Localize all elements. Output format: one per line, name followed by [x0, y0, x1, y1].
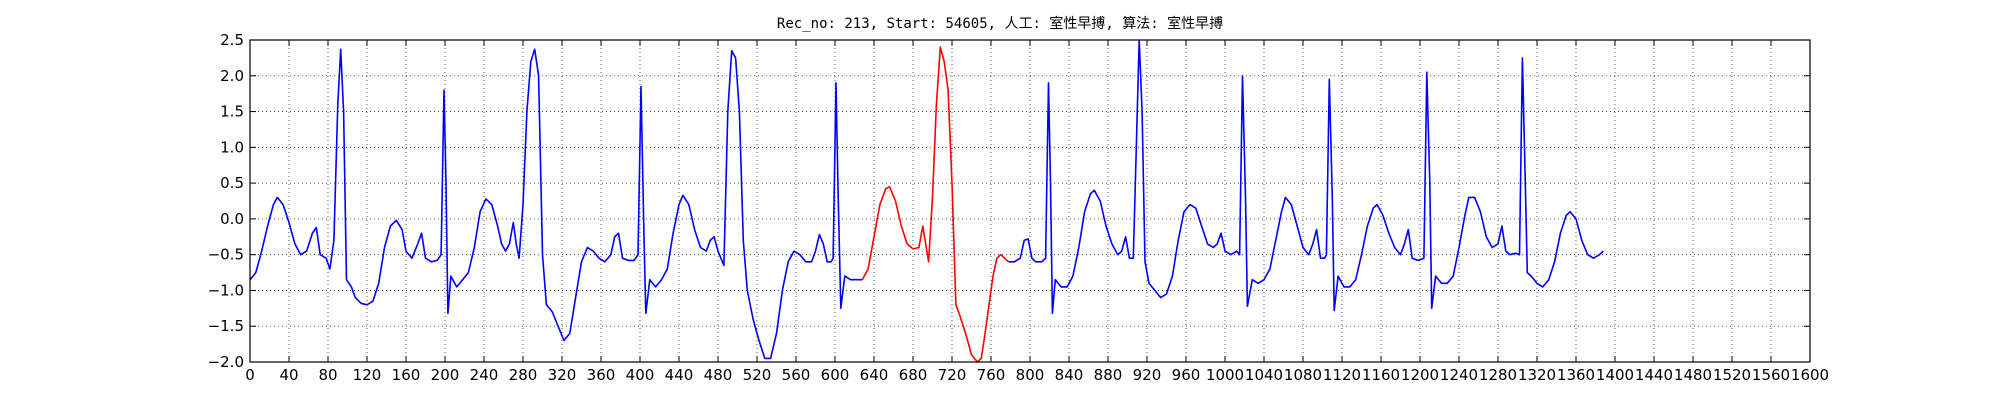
x-tick-label: 80: [318, 366, 337, 384]
x-tick-label: 1480: [1674, 366, 1712, 384]
x-tick-label: 1160: [1362, 366, 1400, 384]
ecg-signal-line: [1008, 39, 1604, 315]
x-tick-label: 600: [821, 366, 850, 384]
x-tick-label: 960: [1172, 366, 1201, 384]
x-tick-label: 1440: [1635, 366, 1673, 384]
ticks-layer: −2.0 −1.5 −1.0 −0.5 0.0 0.5 1.0 1.5 2.0 2.5 0 40 80 1…: [208, 31, 1830, 384]
series-layer: [249, 39, 1604, 363]
ecg-signal-line: [249, 48, 863, 360]
y-tick-label: 2.5: [220, 31, 244, 49]
y-tick-label: 0.5: [220, 174, 244, 192]
x-tick-label: 1280: [1479, 366, 1517, 384]
ecg-pvc-segment-line: [861, 46, 1010, 363]
x-tick-label: 120: [353, 366, 382, 384]
x-tick-label: 1240: [1440, 366, 1478, 384]
x-tick-label: 680: [899, 366, 928, 384]
x-tick-label: 760: [977, 366, 1006, 384]
y-tick-label: −2.0: [208, 353, 244, 371]
x-tick-label: 920: [1133, 366, 1162, 384]
x-tick-label: 200: [431, 366, 460, 384]
x-tick-label: 160: [392, 366, 421, 384]
x-tick-label: 1120: [1323, 366, 1361, 384]
x-tick-label: 1080: [1284, 366, 1322, 384]
x-tick-label: 560: [782, 366, 811, 384]
x-tick-label: 1560: [1752, 366, 1790, 384]
x-tick-label: 40: [279, 366, 298, 384]
x-tick-label: 320: [548, 366, 577, 384]
x-tick-label: 280: [509, 366, 538, 384]
x-tick-label: 0: [245, 366, 255, 384]
grid-layer: [250, 40, 1810, 362]
x-tick-label: 400: [626, 366, 655, 384]
x-tick-label: 1520: [1713, 366, 1751, 384]
x-tick-label: 240: [470, 366, 499, 384]
x-tick-label: 520: [743, 366, 772, 384]
y-tick-label: 1.5: [220, 103, 244, 121]
x-tick-label: 1320: [1518, 366, 1556, 384]
x-tick-label: 1600: [1791, 366, 1829, 384]
x-tick-label: 800: [1016, 366, 1045, 384]
x-tick-label: 1400: [1596, 366, 1634, 384]
x-tick-label: 440: [665, 366, 694, 384]
chart-title: Rec_no: 213, Start: 54605, 人工: 室性早搏, 算法:…: [777, 15, 1223, 32]
y-tick-label: 2.0: [220, 67, 244, 85]
x-tick-label: 840: [1055, 366, 1084, 384]
x-tick-label: 1360: [1557, 366, 1595, 384]
x-tick-label: 720: [938, 366, 967, 384]
y-tick-label: −1.5: [208, 317, 244, 335]
x-tick-label: 1000: [1206, 366, 1244, 384]
y-tick-label: −1.0: [208, 281, 244, 299]
x-tick-label: 880: [1094, 366, 1123, 384]
y-tick-label: 1.0: [220, 138, 244, 156]
y-tick-label: −0.5: [208, 246, 244, 264]
y-tick-label: 0.0: [220, 210, 244, 228]
x-tick-label: 1040: [1245, 366, 1283, 384]
x-tick-label: 640: [860, 366, 889, 384]
x-tick-label: 1200: [1401, 366, 1439, 384]
x-tick-label: 360: [587, 366, 616, 384]
x-tick-label: 480: [704, 366, 733, 384]
